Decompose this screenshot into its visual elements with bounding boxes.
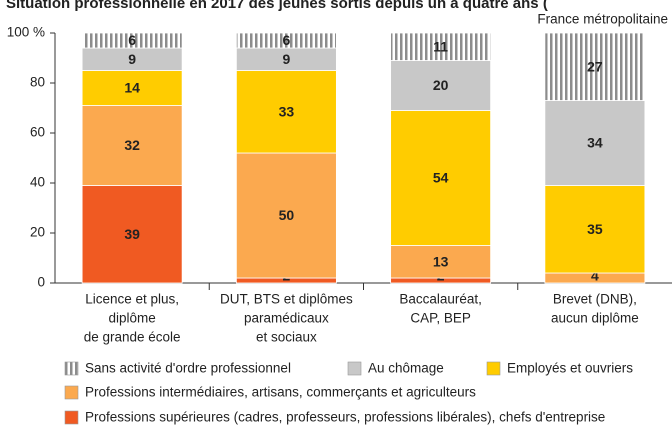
legend-label: Sans activité d'ordre professionnel <box>85 361 291 376</box>
x-tick-label: et sociaux <box>256 330 317 345</box>
bar-segment <box>544 185 646 274</box>
bar-segment <box>544 32 646 101</box>
bar-segment <box>390 245 492 279</box>
y-tick-label: 100 % <box>7 25 45 40</box>
x-tick-label: diplôme <box>108 311 155 326</box>
x-tick-label: Licence et plus, <box>85 292 179 307</box>
bar-segment <box>390 32 492 61</box>
value-label: 4 <box>591 268 599 284</box>
legend-label: Professions supérieures (cadres, profess… <box>85 410 605 425</box>
value-label: 9 <box>282 51 290 67</box>
bar-segment <box>235 152 337 279</box>
x-tick-label: aucun diplôme <box>551 311 639 326</box>
value-label: 9 <box>128 51 136 67</box>
bar-segment <box>235 70 337 154</box>
value-label: 27 <box>587 58 603 74</box>
legend-swatch <box>64 410 79 425</box>
bar-segment <box>81 32 183 49</box>
value-label: 20 <box>433 77 449 93</box>
value-label: 34 <box>587 135 603 151</box>
legend-swatch <box>347 361 362 376</box>
legend-swatch <box>486 361 501 376</box>
y-tick-label: 60 <box>30 125 45 140</box>
value-label: 33 <box>279 103 295 119</box>
legend-label: Au chômage <box>368 361 444 376</box>
y-tick-label: 40 <box>30 175 45 190</box>
x-tick-label: Brevet (DNB), <box>553 292 637 307</box>
value-label: 35 <box>587 221 603 237</box>
value-label: 14 <box>124 80 140 96</box>
legend-swatch <box>64 385 79 400</box>
value-label: 32 <box>124 137 140 153</box>
value-label: 50 <box>279 207 295 223</box>
x-tick-label: de grande école <box>84 330 181 345</box>
x-tick-label: paramédicaux <box>244 311 329 326</box>
bar-segment <box>81 185 183 284</box>
x-tick-label: CAP, BEP <box>410 311 471 326</box>
bar-segment <box>235 32 337 49</box>
y-tick-label: 20 <box>30 225 45 240</box>
value-label: 11 <box>433 38 448 54</box>
value-label: 6 <box>282 32 290 48</box>
legend-swatch <box>64 361 79 376</box>
bar-segment <box>390 60 492 111</box>
value-label: 13 <box>433 253 449 269</box>
legend-label: Professions intermédiaires, artisans, co… <box>85 385 476 400</box>
value-label: 39 <box>124 226 140 242</box>
x-tick-label: DUT, BTS et diplômes <box>220 292 353 307</box>
bar-segment <box>544 100 646 186</box>
chart-title: Situation professionnelle en 2017 des je… <box>6 0 548 12</box>
y-tick-label: 80 <box>30 75 45 90</box>
x-tick-label: Baccalauréat, <box>399 292 482 307</box>
legend-label: Employés et ouvriers <box>507 361 633 376</box>
value-label: 6 <box>128 32 136 48</box>
value-label: 54 <box>433 170 449 186</box>
chart-subtitle: France métropolitaine <box>537 12 668 27</box>
bar-segment <box>81 105 183 186</box>
y-tick-label: 0 <box>37 275 45 290</box>
bar-segment <box>390 110 492 246</box>
bar-segment <box>81 70 183 106</box>
